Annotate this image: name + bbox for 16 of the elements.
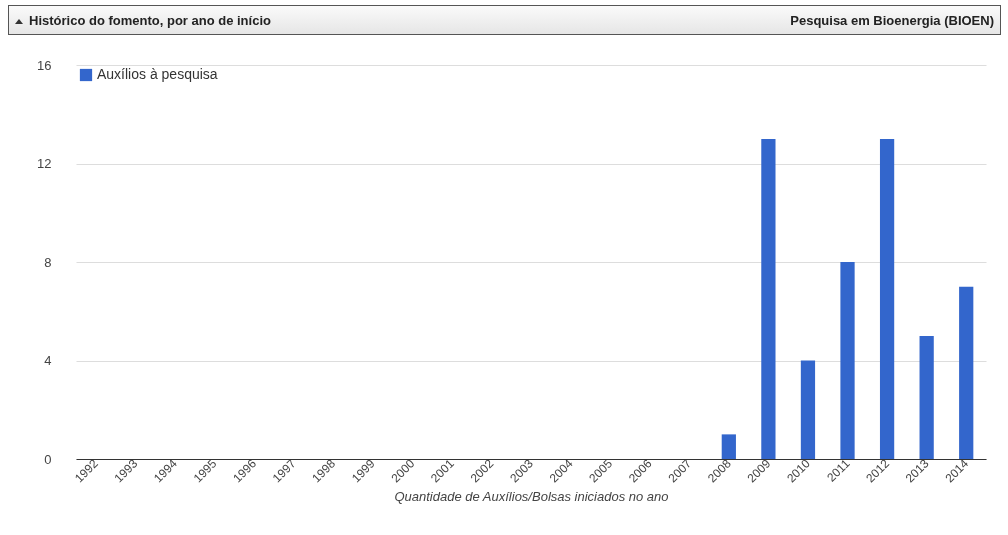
bar	[721, 434, 736, 459]
bar	[959, 286, 974, 459]
y-tick-label: 8	[44, 254, 52, 270]
y-tick-label: 12	[37, 156, 52, 171]
y-tick-label: 0	[44, 451, 52, 467]
x-axis-title: Quantidade de Auxílios/Bolsas iniciados no ano	[394, 488, 669, 504]
bar	[919, 335, 934, 459]
chart-subtitle: Pesquisa em Bioenergia (BIOEN)	[790, 12, 994, 28]
y-tick-label: 4	[44, 353, 52, 368]
legend-label: Auxílios à pesquisa	[97, 66, 218, 82]
bar	[800, 360, 816, 459]
bar	[879, 138, 895, 459]
chart-title: Histórico do fomento, por ano de início	[29, 12, 271, 28]
bar	[840, 262, 855, 459]
y-tick-label: 16	[37, 57, 52, 73]
bar	[761, 138, 776, 459]
